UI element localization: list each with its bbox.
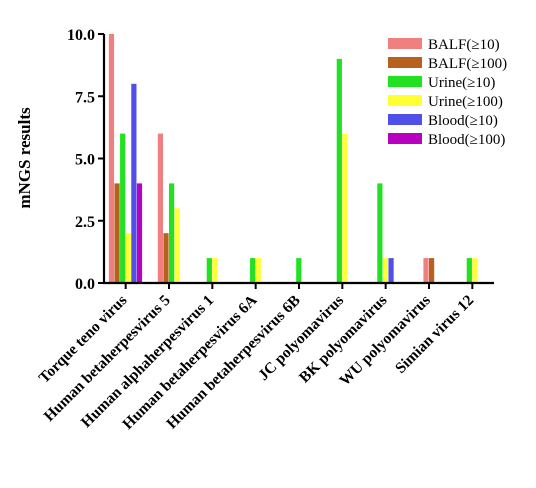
legend-swatch xyxy=(388,133,422,144)
y-tick-label: 0.0 xyxy=(75,276,95,293)
bar-3-7 xyxy=(377,183,383,283)
legend-swatch xyxy=(388,114,422,125)
bar-3-2 xyxy=(169,183,175,283)
y-ticks: 0.0 2.5 5.0 7.5 10.0 xyxy=(67,27,104,293)
bar-4-1 xyxy=(125,233,131,283)
legend-label: Blood(≥10) xyxy=(428,113,498,129)
y-tick-label: 10.0 xyxy=(67,27,95,44)
bar-4-7 xyxy=(382,258,389,283)
y-tick-label: 7.5 xyxy=(75,89,95,106)
bar-6-1 xyxy=(136,183,143,283)
bar-3-4 xyxy=(250,258,256,283)
x-tick-label: Simian virus 12 xyxy=(392,292,477,377)
y-tick-label: 2.5 xyxy=(75,214,95,231)
bar-3-5 xyxy=(296,258,302,283)
bar-2-2 xyxy=(163,233,169,283)
bar-1-8 xyxy=(423,258,429,283)
bar-4-9 xyxy=(472,258,478,283)
legend-label: BALF(≥100) xyxy=(428,56,507,72)
bar-3-3 xyxy=(206,258,212,283)
legend-label: Blood(≥100) xyxy=(428,132,505,148)
legend-swatch xyxy=(388,76,422,87)
legend-label: Urine(≥100) xyxy=(428,94,503,110)
y-axis-label: mNGS results xyxy=(15,107,34,209)
y-tick-label: 5.0 xyxy=(75,152,95,169)
bar-2-1 xyxy=(114,183,120,283)
bar-1-2 xyxy=(157,133,163,283)
bar-4-3 xyxy=(212,258,218,283)
bars xyxy=(108,34,478,284)
bar-4-6 xyxy=(342,133,348,283)
legend-label: Urine(≥10) xyxy=(428,75,495,91)
bar-4-2 xyxy=(174,208,180,283)
y-axis-title: mNGS results xyxy=(15,107,34,209)
legend-label: BALF(≥10) xyxy=(428,37,500,53)
legend-swatch xyxy=(388,57,422,68)
bar-3-6 xyxy=(336,58,342,284)
bar-3-1 xyxy=(120,133,126,283)
bar-3-9 xyxy=(466,258,472,283)
legend-swatch xyxy=(388,95,422,106)
bar-5-7 xyxy=(388,258,394,283)
bar-4-4 xyxy=(255,258,261,283)
bar-2-8 xyxy=(429,258,435,283)
bar-5-1 xyxy=(131,83,137,283)
legend-swatch xyxy=(388,38,422,49)
bar-1-1 xyxy=(108,34,115,283)
legend: BALF(≥10) BALF(≥100) Urine(≥10) Urine(≥100)… xyxy=(388,37,507,148)
